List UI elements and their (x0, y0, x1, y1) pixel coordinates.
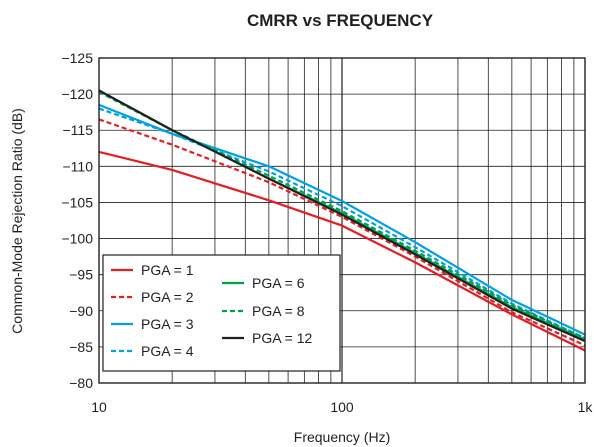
legend: PGA = 1 PGA = 2 PGA = 3 PGA = 4 PGA = 6 PGA =… (102, 254, 341, 372)
x-tick-label: 100 (330, 399, 354, 415)
legend-label: PGA = 6 (252, 275, 305, 291)
data-series (98, 89, 586, 352)
y-tick-label: −90 (69, 303, 93, 319)
y-tick-label: −125 (61, 50, 93, 66)
legend-label: PGA = 2 (141, 289, 194, 305)
tick-labels: −125 −120 −115 −110 −105 −100 −95 −90 −85 −80 10 10… (61, 50, 593, 415)
y-tick-label: −100 (61, 231, 93, 247)
legend-label: PGA = 3 (141, 316, 194, 332)
y-tick-label: −120 (61, 86, 93, 102)
y-tick-label: −80 (69, 375, 93, 391)
x-axis-label: Frequency (Hz) (294, 429, 390, 445)
plot-frame (98, 57, 586, 384)
y-tick-label: −95 (69, 267, 93, 283)
series-line (98, 107, 586, 340)
series-line (98, 103, 586, 336)
chart-title: CMRR vs FREQUENCY (247, 11, 434, 30)
legend-label: PGA = 4 (141, 343, 194, 359)
y-axis-label: Common-Mode Rejection Ratio (dB) (9, 108, 25, 334)
legend-box (102, 254, 341, 372)
y-tick-label: −85 (69, 339, 93, 355)
y-tick-label: −105 (61, 194, 93, 210)
x-tick-label: 1k (578, 399, 594, 415)
legend-label: PGA = 12 (252, 330, 313, 346)
series-line (98, 89, 586, 343)
y-tick-label: −115 (63, 122, 94, 138)
legend-label: PGA = 8 (252, 303, 305, 319)
series-line (98, 118, 586, 347)
legend-label: PGA = 1 (141, 262, 194, 278)
x-tick-label: 10 (91, 399, 107, 415)
series-line (98, 150, 586, 352)
y-tick-label: −110 (63, 158, 94, 174)
